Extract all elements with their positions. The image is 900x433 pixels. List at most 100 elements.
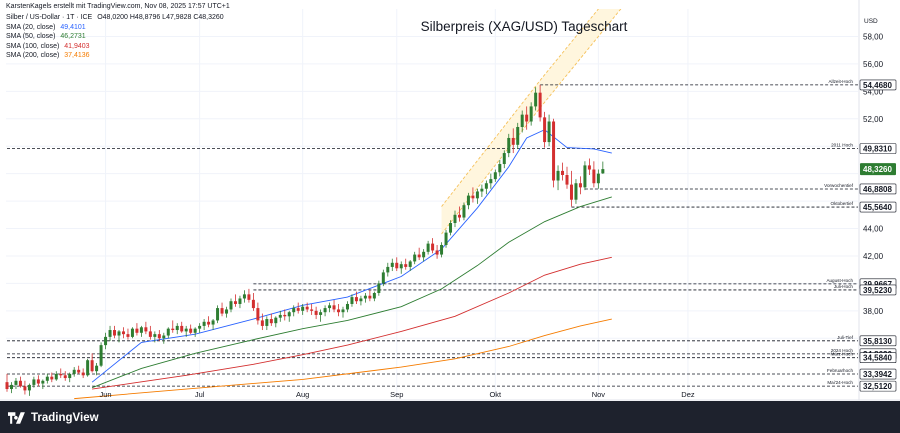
candle-body [287,312,291,317]
tradingview-logo-icon [8,412,25,424]
candle-body [359,298,363,302]
legend-sma-50-value: 46,2731 [60,33,86,40]
legend-sma-20-value: 49,4101 [60,23,86,31]
candle-body [225,309,229,314]
candle-body [556,170,560,181]
y-tick-label: 38,00 [863,307,884,316]
currency-label: USD [864,18,878,25]
candle-body [63,375,67,379]
candle-body [301,306,305,311]
candle-body [166,328,170,336]
candle-body [193,328,197,333]
level-price-tag [859,352,897,363]
x-tick-label: Jul [195,390,205,399]
candle-body [189,328,193,333]
candle-body [471,195,475,199]
candle-body [462,205,466,218]
legend-sma-50-label: SMA (50, close) [6,33,56,40]
author-info: KarstenKagels erstellt mit TradingView.c… [6,3,230,10]
candle-body [341,309,345,313]
candle-body [399,264,403,269]
legend-sma-200[interactable]: SMA (200, close) 37,4136 [6,51,224,61]
candle-body [498,164,502,173]
level-price-tag [859,335,897,347]
y-tick-label: 58,00 [863,32,884,41]
level-price-label: 54,4680 [863,81,892,90]
candle-body [337,309,341,313]
candle-body [502,153,506,165]
sma-line-1 [91,196,612,389]
candle-body [489,179,493,184]
candle-body [180,325,184,332]
candle-body [251,299,255,309]
legend-sma-100[interactable]: SMA (100, close) 41,9403 [6,42,224,52]
candle-body [216,308,220,321]
candle-body [233,301,237,304]
candle-body [345,303,349,310]
legend-sma-20[interactable]: SMA (20, close) 49,4101 [6,23,224,33]
candle-body [68,373,72,379]
legend-sma-50[interactable]: SMA (50, close) 46,2731 [6,32,224,42]
candle-body [36,379,40,384]
candle-body [198,325,202,329]
candle-body [328,305,332,309]
candle-body [435,250,439,255]
candle-body [547,121,551,143]
candle-body [242,294,246,299]
candle-body [99,345,103,366]
candle-body [72,369,76,374]
candle-body [596,173,600,184]
candle-body [319,312,323,315]
level-label: Februarhoch [827,368,853,373]
level-price-label: 46,8808 [863,185,892,194]
candle-body [54,373,58,380]
candle-body [372,292,376,299]
candle-body [95,365,99,372]
candle-body [507,137,511,154]
candle-body [457,214,461,218]
candle-body [431,243,435,251]
candle-body [377,283,381,293]
candle-body [332,305,336,310]
candle-body [520,114,524,127]
candle-body [283,314,287,317]
candle-body [9,384,13,390]
candle-body [480,188,484,192]
candle-body [202,321,206,326]
candle-body [323,308,327,313]
candle-body [417,254,421,258]
legend-sma-200-value: 37,4136 [64,52,90,59]
candle-body [207,321,211,325]
candle-body [493,172,497,180]
candle-body [238,298,242,304]
candle-body [153,334,157,337]
candle-body [14,380,18,385]
level-price-tag [859,79,897,91]
level-label: August-Hoch [826,278,853,283]
candle-body [104,336,108,346]
brand-name: TradingView [31,412,99,424]
level-label: Vorwochentief [824,183,854,188]
candle-body [350,297,354,304]
candle-body [41,380,45,384]
tradingview-brand[interactable]: TradingView [8,412,99,424]
chart-title: Silberpreis (XAG/USD) Tageschart [420,19,628,34]
candle-body [305,306,309,310]
candle-body [354,297,358,302]
footer-bar [0,401,900,433]
candle-body [23,386,27,391]
legend-sma-100-value: 41,9403 [64,42,90,50]
x-tick-label: Nov [592,390,606,399]
candle-body [229,301,233,310]
candle-body [59,373,63,376]
ohlc-values: O48,0200 H48,8796 L47,9828 C48,3260 [97,14,224,21]
candle-body [381,272,385,284]
level-price-label: 35,8130 [863,337,892,346]
sma-line-3 [74,318,612,400]
sma-line-2 [92,256,612,390]
candle-body [475,191,479,199]
level-price-label: 32,5120 [863,382,892,391]
instrument-row: Silber / US-Dollar · 1T · ICE O48,0200 H… [6,13,224,23]
